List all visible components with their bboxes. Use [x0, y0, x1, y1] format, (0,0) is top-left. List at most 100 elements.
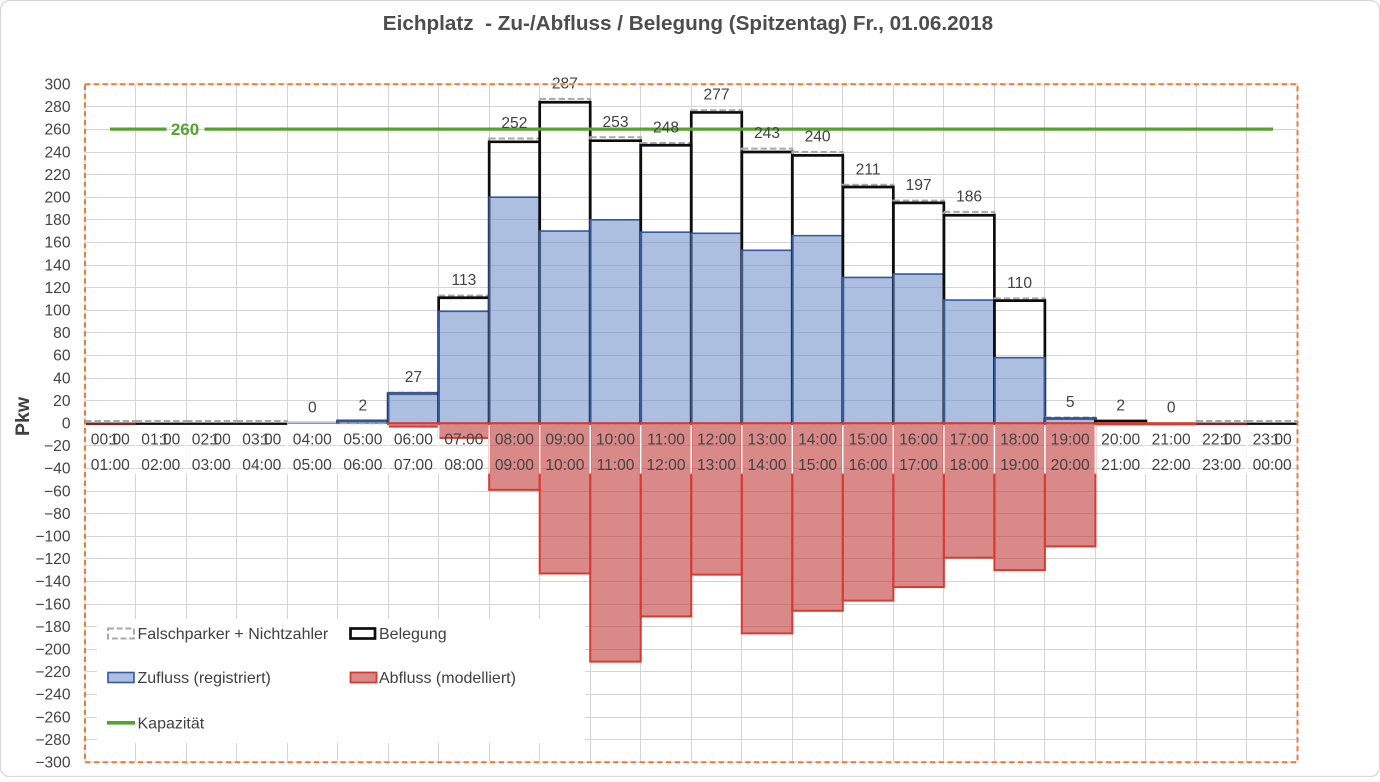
svg-text:03:00: 03:00 — [192, 457, 231, 474]
svg-text:−300: −300 — [35, 755, 70, 772]
svg-text:06:00: 06:00 — [343, 457, 382, 474]
svg-text:277: 277 — [703, 87, 729, 104]
svg-text:240: 240 — [44, 144, 70, 161]
svg-text:−60: −60 — [44, 483, 71, 500]
svg-text:1: 1 — [1221, 432, 1230, 449]
svg-text:100: 100 — [44, 303, 70, 320]
svg-text:40: 40 — [53, 370, 71, 387]
svg-text:16:00: 16:00 — [849, 457, 888, 474]
svg-text:09:00: 09:00 — [495, 457, 534, 474]
svg-text:06:00: 06:00 — [394, 432, 433, 449]
svg-text:140: 140 — [44, 257, 70, 274]
svg-text:−200: −200 — [35, 642, 70, 659]
svg-text:0: 0 — [1167, 400, 1176, 417]
svg-text:17:00: 17:00 — [899, 457, 938, 474]
svg-text:Zufluss (registriert): Zufluss (registriert) — [138, 670, 271, 687]
svg-text:211: 211 — [856, 161, 881, 178]
svg-text:−100: −100 — [35, 529, 70, 546]
svg-text:180: 180 — [44, 212, 70, 229]
svg-text:110: 110 — [1007, 275, 1032, 292]
svg-text:160: 160 — [44, 235, 70, 252]
svg-text:−180: −180 — [35, 619, 70, 636]
svg-text:−280: −280 — [35, 732, 70, 749]
svg-text:04:00: 04:00 — [293, 432, 332, 449]
svg-text:−20: −20 — [44, 438, 71, 455]
svg-text:1: 1 — [160, 432, 169, 449]
svg-text:260: 260 — [44, 122, 70, 139]
svg-text:13:00: 13:00 — [747, 432, 786, 449]
svg-text:22:00: 22:00 — [1202, 432, 1241, 449]
svg-text:08:00: 08:00 — [444, 457, 483, 474]
svg-text:07:00: 07:00 — [444, 432, 483, 449]
svg-text:Falschparker + Nichtzahler: Falschparker + Nichtzahler — [138, 626, 329, 643]
svg-text:23:00: 23:00 — [1253, 432, 1292, 449]
svg-text:20:00: 20:00 — [1101, 432, 1140, 449]
svg-text:2: 2 — [1116, 397, 1125, 414]
svg-text:13:00: 13:00 — [697, 457, 736, 474]
svg-text:15:00: 15:00 — [798, 457, 837, 474]
svg-text:0: 0 — [308, 400, 317, 417]
svg-text:05:00: 05:00 — [293, 457, 332, 474]
svg-text:−140: −140 — [35, 574, 70, 591]
svg-text:240: 240 — [805, 129, 831, 146]
svg-text:17:00: 17:00 — [950, 432, 989, 449]
svg-text:18:00: 18:00 — [950, 457, 989, 474]
svg-text:15:00: 15:00 — [849, 432, 888, 449]
svg-text:1: 1 — [261, 432, 270, 449]
svg-text:−80: −80 — [44, 506, 71, 523]
svg-text:113: 113 — [451, 272, 476, 289]
svg-text:253: 253 — [602, 114, 628, 131]
svg-text:08:00: 08:00 — [495, 432, 534, 449]
svg-text:07:00: 07:00 — [394, 457, 433, 474]
svg-text:Abfluss (modelliert): Abfluss (modelliert) — [379, 670, 516, 687]
svg-text:11:00: 11:00 — [647, 432, 685, 449]
svg-text:10:00: 10:00 — [596, 432, 635, 449]
svg-text:19:00: 19:00 — [1000, 457, 1039, 474]
svg-text:01:00: 01:00 — [91, 457, 130, 474]
svg-text:03:00: 03:00 — [242, 432, 281, 449]
svg-text:Kapazität: Kapazität — [138, 716, 205, 733]
svg-text:300: 300 — [44, 77, 70, 94]
svg-text:186: 186 — [956, 188, 982, 205]
svg-text:−120: −120 — [35, 551, 70, 568]
svg-text:2: 2 — [359, 397, 368, 414]
svg-text:19:00: 19:00 — [1051, 432, 1090, 449]
svg-text:−220: −220 — [35, 664, 70, 681]
svg-text:Eichplatz - Zu-/Abfluss / Bel: Eichplatz - Zu-/Abfluss / Belegung (Spit… — [383, 12, 993, 35]
svg-text:23:00: 23:00 — [1202, 457, 1241, 474]
svg-text:11:00: 11:00 — [597, 457, 635, 474]
svg-text:1: 1 — [1272, 432, 1281, 449]
svg-text:0: 0 — [62, 416, 71, 433]
svg-text:−260: −260 — [35, 709, 70, 726]
svg-text:16:00: 16:00 — [899, 432, 938, 449]
svg-text:01:00: 01:00 — [141, 432, 180, 449]
svg-text:60: 60 — [53, 348, 71, 365]
svg-text:−240: −240 — [35, 687, 70, 704]
svg-text:280: 280 — [44, 99, 70, 116]
svg-text:243: 243 — [754, 125, 780, 142]
svg-text:197: 197 — [906, 177, 932, 194]
svg-text:18:00: 18:00 — [1000, 432, 1039, 449]
svg-text:10:00: 10:00 — [545, 457, 584, 474]
svg-text:09:00: 09:00 — [545, 432, 584, 449]
svg-text:252: 252 — [501, 115, 527, 132]
svg-text:Belegung: Belegung — [379, 626, 447, 643]
svg-text:02:00: 02:00 — [141, 457, 180, 474]
svg-text:14:00: 14:00 — [747, 457, 786, 474]
svg-text:Pkw: Pkw — [12, 396, 34, 436]
svg-text:02:00: 02:00 — [192, 432, 231, 449]
svg-text:21:00: 21:00 — [1101, 457, 1140, 474]
svg-text:1: 1 — [110, 432, 119, 449]
svg-text:27: 27 — [405, 369, 422, 386]
svg-text:80: 80 — [53, 325, 71, 342]
svg-text:00:00: 00:00 — [1253, 457, 1292, 474]
svg-text:120: 120 — [44, 280, 70, 297]
svg-text:−40: −40 — [44, 461, 71, 478]
svg-text:1: 1 — [211, 432, 220, 449]
svg-text:04:00: 04:00 — [242, 457, 281, 474]
svg-text:248: 248 — [653, 120, 679, 137]
svg-text:200: 200 — [44, 190, 70, 207]
svg-text:−160: −160 — [35, 596, 70, 613]
svg-text:20:00: 20:00 — [1051, 457, 1090, 474]
svg-text:5: 5 — [1066, 394, 1075, 411]
